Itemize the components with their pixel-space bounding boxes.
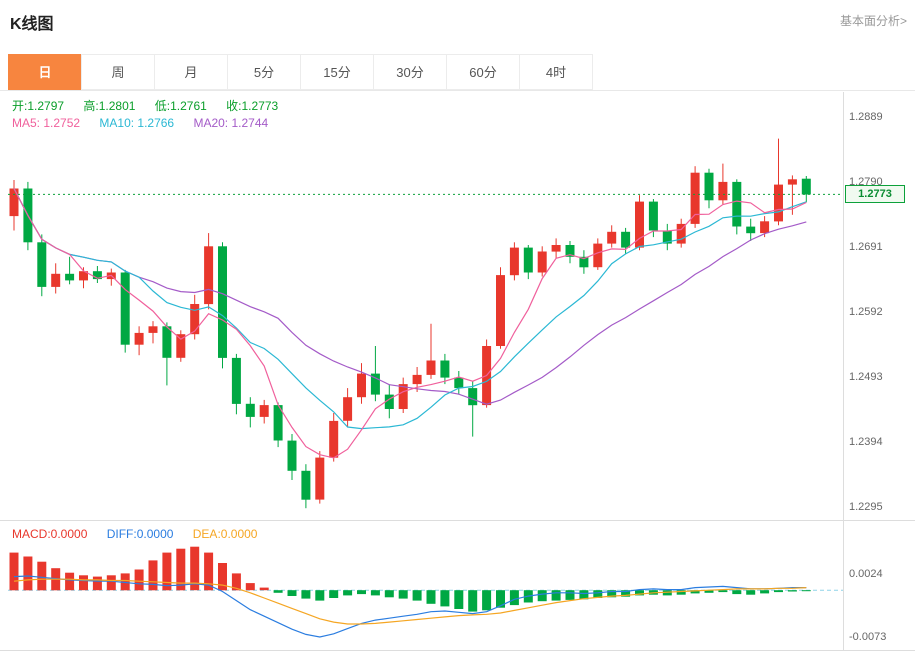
candle — [162, 322, 172, 386]
candle — [273, 402, 283, 448]
candle — [440, 353, 450, 385]
axis-separator — [843, 92, 844, 651]
candle — [343, 388, 353, 428]
macd-histogram — [9, 546, 811, 612]
tab-month[interactable]: 月 — [154, 54, 228, 90]
macd-axis-label: 0.0024 — [849, 568, 883, 580]
candle — [398, 377, 408, 413]
fundamental-analysis-link[interactable]: 基本面分析> — [839, 14, 907, 28]
candle — [593, 238, 603, 270]
tab-30min[interactable]: 30分 — [373, 54, 447, 90]
candles-group — [9, 138, 811, 509]
candle — [259, 399, 269, 424]
price-axis-label: 1.2592 — [849, 306, 883, 318]
pane-divider — [0, 520, 915, 521]
candle — [190, 294, 200, 340]
ma10-line — [13, 188, 807, 430]
candle — [329, 413, 339, 462]
price-axis-label: 1.2889 — [849, 111, 883, 123]
ohlc-open: 开:1.2797 — [12, 99, 65, 113]
candle — [176, 330, 186, 362]
candle — [787, 175, 797, 215]
candle — [676, 218, 686, 248]
tab-week[interactable]: 周 — [81, 54, 155, 90]
macd-value: MACD:0.0000 — [12, 527, 88, 541]
candle — [51, 263, 61, 294]
ohlc-legend: 开:1.2797 高:1.2801 低:1.2761 收:1.2773 — [12, 97, 294, 114]
candle — [635, 195, 644, 251]
candle — [523, 245, 533, 280]
ma5-line — [13, 188, 807, 459]
ohlc-close: 收:1.2773 — [226, 99, 279, 113]
candlestick-chart[interactable] — [0, 92, 915, 651]
candle — [496, 267, 505, 349]
candle — [218, 242, 227, 369]
interval-tabs: 日周月 5分 15分 30分 60分 4时 — [0, 54, 915, 91]
candle — [301, 464, 311, 509]
current-price-badge: 1.2773 — [845, 185, 905, 203]
ohlc-low: 低:1.2761 — [154, 99, 207, 113]
candle — [370, 346, 380, 402]
candle — [468, 381, 478, 437]
ma5-value: MA5: 1.2752 — [12, 116, 81, 130]
candle — [746, 218, 756, 241]
tab-4hour[interactable]: 4时 — [519, 54, 593, 90]
candle — [357, 363, 366, 404]
tab-60min[interactable]: 60分 — [446, 54, 520, 90]
candle — [732, 179, 742, 235]
macd-legend: MACD:0.0000 DIFF:0.0000 DEA:0.0000 — [12, 527, 273, 541]
dea-line — [13, 578, 807, 625]
candle — [120, 269, 130, 353]
candle — [621, 227, 631, 255]
ma20-line — [13, 188, 807, 405]
candle — [134, 326, 144, 356]
macd-axis-label: -0.0073 — [849, 631, 887, 643]
candle — [704, 168, 714, 209]
candle — [662, 223, 672, 251]
price-axis-label: 1.2493 — [849, 371, 883, 383]
page-title: K线图 — [10, 16, 54, 33]
candle — [65, 256, 75, 285]
candle — [454, 371, 464, 395]
candle — [231, 353, 241, 415]
candle — [607, 225, 617, 248]
candle — [106, 268, 116, 286]
bottom-border — [0, 650, 915, 651]
diff-line — [13, 575, 807, 638]
candle — [92, 266, 102, 283]
ma-legend: MA5: 1.2752 MA10: 1.2766 MA20: 1.2744 — [12, 116, 284, 130]
candle — [426, 323, 436, 379]
candle — [245, 397, 255, 428]
candle — [148, 321, 158, 344]
candle — [9, 180, 19, 231]
tab-day[interactable]: 日 — [8, 54, 82, 90]
candle — [565, 241, 575, 264]
candle — [37, 234, 47, 297]
candle — [690, 166, 700, 228]
candle — [551, 238, 561, 259]
candle — [384, 384, 394, 419]
candle — [204, 233, 214, 310]
tab-15min[interactable]: 15分 — [300, 54, 374, 90]
candle — [718, 163, 728, 205]
price-axis-label: 1.2295 — [849, 501, 883, 513]
ma10-value: MA10: 1.2766 — [99, 116, 175, 130]
candle — [579, 250, 589, 274]
price-axis-label: 1.2691 — [849, 241, 883, 253]
candle — [537, 246, 547, 277]
ma20-value: MA20: 1.2744 — [193, 116, 269, 130]
diff-value: DIFF:0.0000 — [106, 527, 174, 541]
price-axis-label: 1.2394 — [849, 436, 883, 448]
candle — [801, 176, 811, 203]
dea-value: DEA:0.0000 — [192, 527, 258, 541]
tab-5min[interactable]: 5分 — [227, 54, 301, 90]
candle — [287, 434, 297, 480]
ohlc-high: 高:1.2801 — [83, 99, 136, 113]
candle — [482, 339, 492, 408]
candle — [509, 242, 519, 281]
candle — [774, 138, 783, 226]
candle — [315, 451, 325, 504]
